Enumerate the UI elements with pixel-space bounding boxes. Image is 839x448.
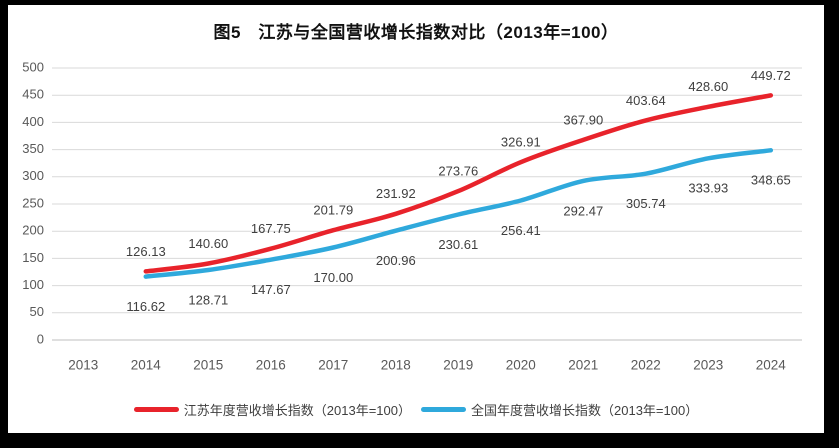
data-label: 126.13 — [126, 244, 166, 259]
x-axis-tick-label: 2022 — [631, 358, 661, 373]
data-label: 231.92 — [376, 186, 416, 201]
chart-title: 图5 江苏与全国营收增长指数对比（2013年=100） — [213, 23, 619, 42]
national-line-swatch-icon — [421, 407, 466, 412]
data-label: 367.90 — [563, 112, 603, 127]
y-axis-tick-label: 500 — [22, 59, 44, 74]
data-label: 116.62 — [126, 299, 165, 314]
y-axis-tick-label: 50 — [30, 304, 44, 319]
data-label: 305.74 — [626, 196, 666, 211]
x-axis-tick-label: 2020 — [506, 358, 536, 373]
x-axis-tick-label: 2013 — [68, 358, 98, 373]
x-axis-tick-label: 2018 — [381, 358, 411, 373]
data-label: 292.47 — [563, 203, 603, 218]
data-label: 348.65 — [751, 173, 791, 188]
legend-label-jiangsu: 江苏年度营收增长指数（2013年=100） — [183, 403, 411, 418]
y-axis-tick-label: 200 — [22, 223, 44, 238]
x-axis-tick-label: 2016 — [256, 358, 286, 373]
data-label: 230.61 — [438, 237, 478, 252]
legend-label-national: 全国年度营收增长指数（2013年=100） — [471, 403, 699, 418]
legend-item-jiangsu: 江苏年度营收增长指数（2013年=100） — [133, 400, 411, 419]
data-label: 200.96 — [376, 253, 416, 268]
x-axis-tick-label: 2023 — [693, 358, 723, 373]
data-label: 326.91 — [501, 135, 541, 150]
data-label: 273.76 — [438, 164, 478, 179]
data-label: 140.60 — [188, 236, 228, 251]
data-label: 147.67 — [251, 282, 291, 297]
y-axis-tick-label: 350 — [22, 141, 44, 156]
x-axis-tick-label: 2014 — [131, 358, 162, 373]
y-axis-tick-label: 0 — [37, 331, 44, 346]
jiangsu-line-swatch-icon — [133, 407, 179, 412]
data-label: 170.00 — [313, 270, 353, 285]
chart-canvas: 图5 江苏与全国营收增长指数对比（2013年=100） 0 50 100 150 200… — [8, 5, 824, 433]
data-label: 403.64 — [626, 93, 666, 108]
data-label: 167.75 — [251, 221, 291, 236]
x-axis-tick-label: 2024 — [756, 358, 787, 373]
data-label: 128.71 — [188, 292, 228, 307]
x-axis-tick-label: 2021 — [568, 358, 598, 373]
data-label: 256.41 — [501, 223, 541, 238]
x-axis-tick-label: 2017 — [318, 358, 348, 373]
legend-item-national: 全国年度营收增长指数（2013年=100） — [421, 400, 698, 419]
national-series-line — [143, 148, 774, 279]
data-label: 333.93 — [688, 181, 728, 196]
data-label: 201.79 — [313, 203, 353, 218]
y-axis-tick-label: 250 — [22, 195, 44, 210]
x-axis-tick-label: 2019 — [443, 358, 473, 373]
y-axis-tick-label: 100 — [22, 277, 44, 292]
y-axis-tick-label: 400 — [22, 114, 44, 129]
data-label: 449.72 — [751, 68, 791, 83]
y-axis-tick-label: 150 — [22, 250, 44, 265]
y-axis-tick-label: 450 — [22, 87, 44, 102]
chart-legend: 江苏年度营收增长指数（2013年=100） 全国年度营收增长指数（2013年=1… — [8, 400, 824, 419]
line-chart-plot-area: 0 50 100 150 200 250 300 350 400 450 500 2013 2014 20… — [22, 59, 802, 373]
y-axis-tick-label: 300 — [22, 168, 44, 183]
data-label: 428.60 — [688, 79, 728, 94]
jiangsu-series-line — [143, 93, 774, 274]
x-axis-tick-label: 2015 — [193, 358, 223, 373]
